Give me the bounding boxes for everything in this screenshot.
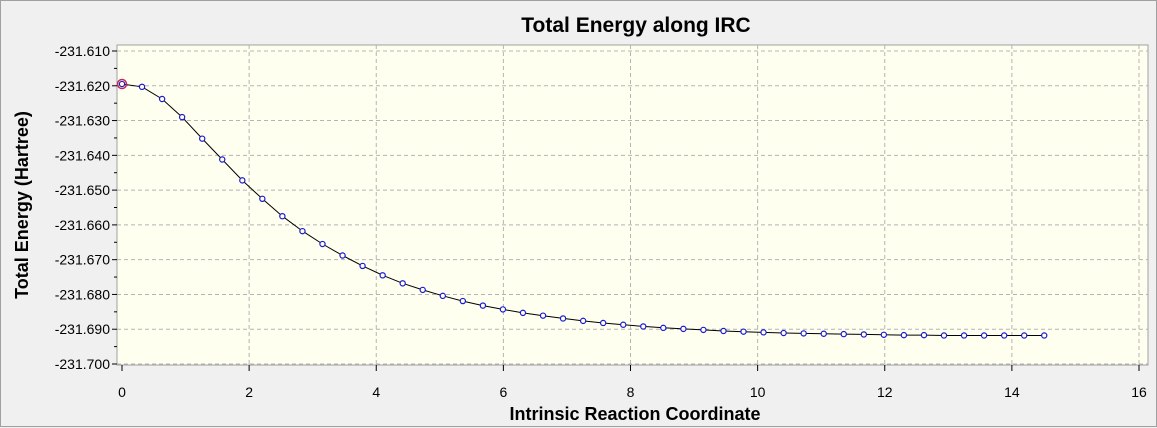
data-point[interactable] [740, 328, 747, 335]
data-point[interactable] [439, 292, 446, 300]
y-tick-label: -231.640 [55, 147, 110, 163]
data-point[interactable] [860, 331, 868, 338]
axes: -231.610 -231.620 -231.630 -231.640 -231.650… [55, 43, 1147, 400]
data-point[interactable] [820, 330, 827, 337]
data-point[interactable] [299, 227, 306, 235]
grid-lines [117, 45, 1148, 365]
data-point[interactable] [519, 309, 527, 317]
data-point[interactable] [559, 315, 567, 322]
data-point[interactable] [840, 330, 847, 338]
data-point[interactable] [359, 262, 366, 270]
data-point[interactable] [459, 297, 467, 305]
data-point[interactable] [640, 323, 647, 330]
data-point[interactable] [1000, 332, 1008, 339]
data-point[interactable] [399, 280, 406, 287]
data-point[interactable] [118, 80, 126, 88]
y-tick-label: -231.650 [55, 182, 110, 198]
data-point[interactable] [940, 332, 948, 339]
data-point[interactable] [539, 312, 547, 319]
y-tick-label: -231.700 [55, 356, 110, 372]
y-tick-label: -231.670 [55, 252, 110, 268]
data-point[interactable] [339, 252, 346, 259]
data-point[interactable] [980, 332, 988, 339]
plot-area [116, 44, 1149, 366]
x-axis-label: Intrinsic Reaction Coordinate [509, 404, 760, 424]
x-tick-label: 14 [1004, 384, 1020, 400]
data-point[interactable] [599, 319, 607, 327]
data-point[interactable] [419, 286, 426, 294]
x-tick-label: 16 [1131, 384, 1147, 400]
data-point[interactable] [138, 83, 146, 91]
x-tick-label: 0 [118, 384, 126, 400]
data-point[interactable] [700, 326, 707, 334]
chart-title: Total Energy along IRC [521, 14, 750, 37]
data-point[interactable] [259, 195, 266, 203]
data-point[interactable] [780, 329, 787, 337]
data-point[interactable] [880, 331, 888, 338]
data-point[interactable] [1041, 332, 1048, 339]
data-point[interactable] [579, 317, 587, 325]
data-point[interactable] [279, 212, 286, 220]
data-point[interactable] [158, 95, 166, 103]
data-point[interactable] [379, 272, 386, 279]
data-point[interactable] [920, 331, 928, 339]
y-tick-label: -231.630 [55, 113, 110, 129]
y-tick-label: -231.660 [55, 217, 110, 233]
y-tick-label: -231.680 [55, 286, 110, 302]
data-point[interactable] [660, 324, 667, 332]
data-point[interactable] [960, 332, 968, 339]
data-point[interactable] [760, 329, 767, 336]
data-point[interactable] [319, 240, 326, 248]
x-tick-label: 2 [245, 384, 253, 400]
x-tick-label: 10 [750, 384, 766, 400]
y-tick-label: -231.620 [55, 78, 110, 94]
data-point[interactable] [900, 331, 908, 339]
y-axis-label: Total Energy (Hartree) [12, 111, 32, 299]
data-point[interactable] [1021, 332, 1028, 339]
data-point[interactable] [239, 177, 246, 184]
data-point[interactable] [680, 325, 687, 333]
data-point[interactable] [219, 156, 226, 163]
series-layer [116, 78, 1048, 339]
data-point[interactable] [178, 113, 186, 121]
data-point[interactable] [620, 321, 627, 328]
y-tick-label: -231.610 [55, 43, 110, 59]
data-point[interactable] [199, 135, 206, 142]
data-point[interactable] [720, 327, 727, 335]
data-point[interactable] [479, 302, 487, 309]
x-tick-label: 4 [372, 384, 380, 400]
x-tick-label: 12 [877, 384, 893, 400]
x-tick-label: 8 [627, 384, 635, 400]
y-tick-label: -231.690 [55, 321, 110, 337]
current-point-marker[interactable] [116, 78, 128, 90]
data-point[interactable] [800, 330, 807, 337]
x-tick-label: 6 [499, 384, 507, 400]
data-point[interactable] [499, 306, 507, 313]
